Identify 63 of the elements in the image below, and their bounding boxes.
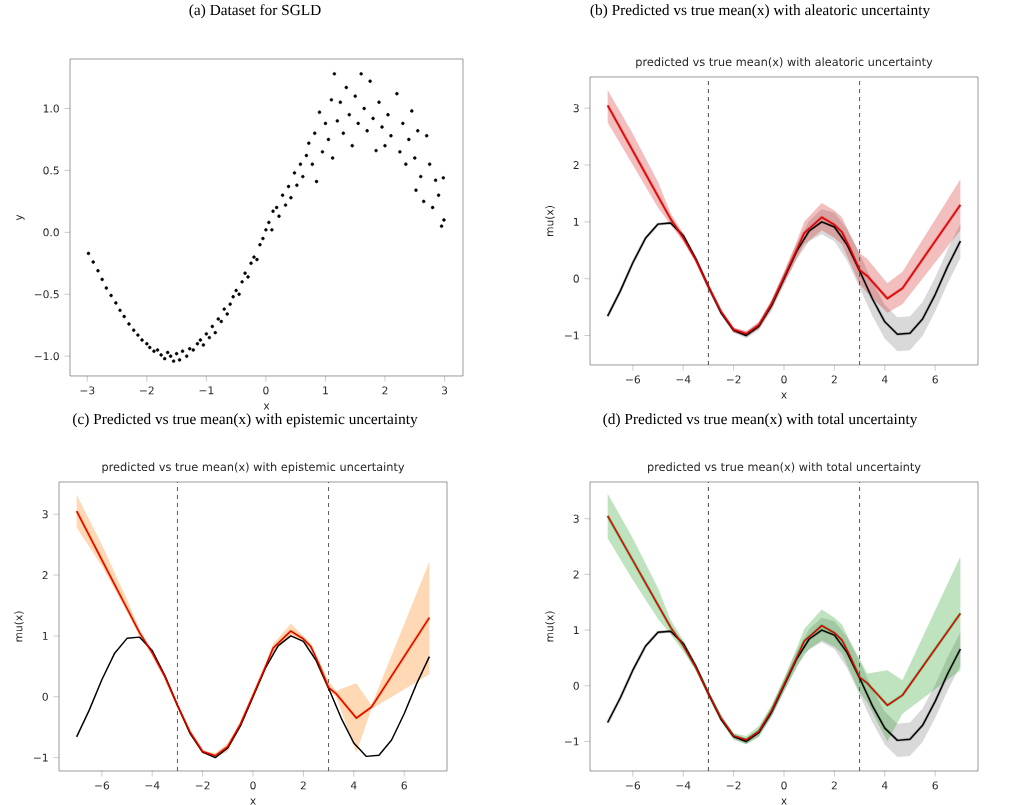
x-tick-label: −2: [726, 375, 741, 384]
x-tick-label: 0: [263, 386, 269, 395]
y-axis-title: mu(x): [14, 611, 24, 642]
x-axis-title: x: [250, 798, 256, 805]
y-tick-label: 0: [42, 692, 48, 701]
y-tick-label: 1.0: [43, 104, 59, 113]
y-tick-label: 1: [573, 626, 579, 634]
y-tick-label: 3: [573, 104, 579, 113]
y-tick-label: 2: [573, 161, 579, 169]
x-tick-label: −2: [140, 386, 154, 395]
chart-subtitle: predicted vs true mean(x) with aleatoric uncertainty: [636, 57, 933, 69]
y-axis-title: mu(x): [545, 611, 555, 642]
x-tick-label: −6: [626, 375, 641, 384]
chart-title: (c) Predicted vs true mean(x) with epistemic uncertainty: [73, 413, 418, 428]
x-tick-label: 0: [781, 375, 787, 384]
y-tick-label: 1: [42, 632, 48, 640]
x-tick-label: −2: [195, 781, 210, 790]
x-tick-label: 2: [382, 386, 388, 395]
x-tick-label: −6: [626, 781, 641, 790]
x-tick-label: −4: [676, 781, 691, 790]
x-tick-label: 4: [350, 781, 357, 790]
x-tick-label: 1: [323, 386, 328, 395]
x-tick-label: 2: [831, 375, 837, 384]
x-tick-label: −1: [199, 386, 214, 395]
x-tick-label: 2: [300, 781, 306, 790]
y-axis-title: y: [16, 214, 25, 221]
chart-title: (d) Predicted vs true mean(x) with total uncertainty: [603, 413, 918, 428]
y-tick-label: 0: [573, 681, 579, 690]
y-tick-label: −1: [34, 753, 48, 762]
x-tick-label: 6: [932, 375, 938, 384]
x-tick-label: −4: [676, 375, 691, 384]
x-tick-label: 0: [781, 781, 787, 790]
x-tick-label: 0: [250, 781, 256, 790]
y-tick-label: −0.5: [34, 290, 59, 299]
y-tick-label: −1: [565, 737, 579, 746]
x-tick-label: 4: [881, 781, 888, 790]
x-tick-label: 2: [831, 781, 837, 790]
y-axis-title: mu(x): [545, 206, 555, 236]
x-axis-title: x: [263, 403, 270, 410]
x-tick-label: 4: [881, 375, 888, 384]
chart-title: (a) Dataset for SGLD: [189, 4, 321, 19]
x-axis-title: x: [781, 798, 787, 805]
x-tick-label: −6: [95, 781, 110, 790]
x-tick-label: 6: [932, 781, 938, 790]
chart-subtitle: predicted vs true mean(x) with epistemic uncertainty: [102, 462, 405, 474]
x-tick-label: −2: [726, 781, 741, 790]
y-tick-label: −1.0: [34, 352, 59, 361]
y-tick-label: 2: [573, 570, 579, 579]
x-tick-label: −3: [80, 386, 95, 395]
chart-subtitle: predicted vs true mean(x) with total uncertainty: [648, 462, 921, 474]
chart-title: (b) Predicted vs true mean(x) with aleatoric uncertainty: [590, 4, 931, 19]
y-tick-label: 0.0: [43, 228, 59, 237]
y-tick-label: 0.5: [43, 166, 59, 175]
y-tick-label: 1: [573, 217, 579, 226]
y-tick-label: −1: [565, 331, 579, 340]
x-tick-label: 6: [401, 781, 407, 790]
x-tick-label: −4: [145, 781, 160, 790]
y-tick-label: 2: [42, 571, 48, 580]
y-tick-label: 3: [42, 510, 48, 519]
x-axis-title: x: [781, 392, 787, 399]
x-tick-label: 3: [441, 386, 448, 395]
y-tick-label: 3: [573, 514, 579, 523]
y-tick-label: 0: [573, 274, 579, 283]
